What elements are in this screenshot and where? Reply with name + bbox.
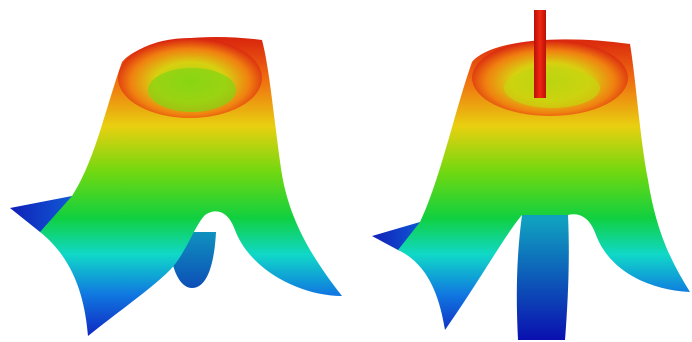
page (0, 0, 692, 342)
surface-renders (0, 0, 692, 342)
right-bowl (504, 68, 600, 108)
left-bowl (148, 68, 236, 112)
right-spike (517, 215, 569, 340)
left-surface (10, 37, 342, 336)
right-surface (372, 10, 690, 340)
right-pole (534, 10, 546, 98)
